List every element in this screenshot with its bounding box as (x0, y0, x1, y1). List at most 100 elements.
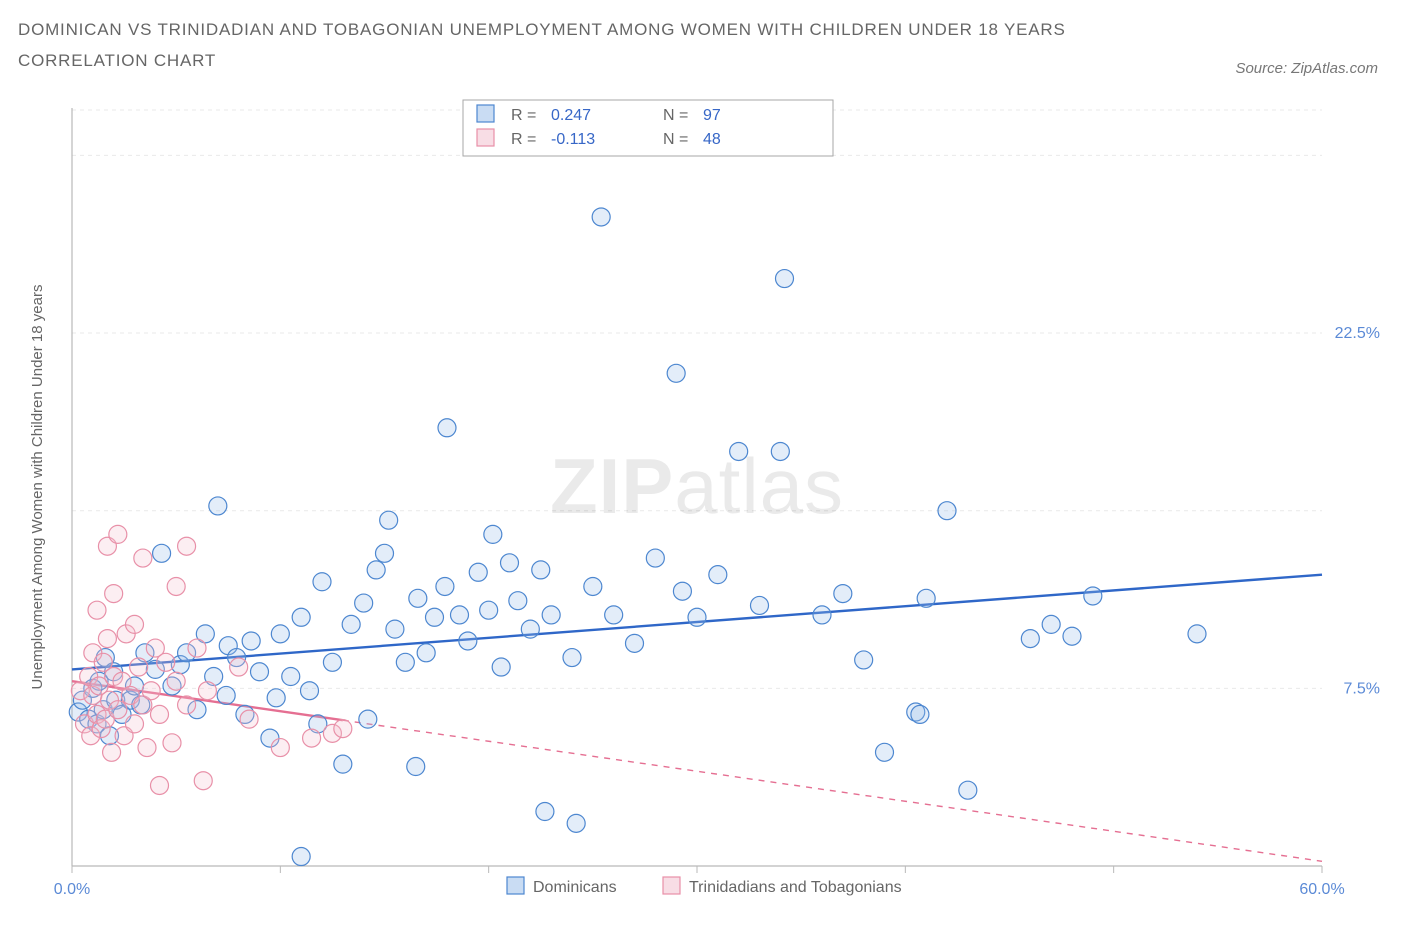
legend-label-dominicans: Dominicans (533, 879, 617, 896)
data-point (417, 644, 435, 662)
data-point (242, 632, 260, 650)
data-point (342, 615, 360, 633)
data-point (380, 511, 398, 529)
data-point (334, 755, 352, 773)
data-point (359, 710, 377, 728)
data-point (709, 566, 727, 584)
data-point (301, 682, 319, 700)
scatter-chart: 0.0%60.0%7.5%22.5%Unemployment Among Wom… (18, 98, 1388, 908)
data-point (198, 682, 216, 700)
n-label: N = (663, 131, 688, 148)
y-axis-label: Unemployment Among Women with Children U… (29, 285, 46, 690)
data-point (130, 658, 148, 676)
title-block: DOMINICAN VS TRINIDADIAN AND TOBAGONIAN … (0, 0, 1406, 73)
data-point (484, 525, 502, 543)
data-point (376, 544, 394, 562)
data-point (959, 781, 977, 799)
n-label: N = (663, 107, 688, 124)
data-point (188, 639, 206, 657)
n-value-dominicans: 97 (703, 107, 721, 124)
r-value-dominicans: 0.247 (551, 107, 591, 124)
r-label: R = (511, 131, 536, 148)
data-point (605, 606, 623, 624)
data-point (109, 525, 127, 543)
data-point (436, 577, 454, 595)
data-point (1021, 630, 1039, 648)
data-point (157, 653, 175, 671)
data-point (109, 701, 127, 719)
bottom-swatch-dominicans (507, 877, 524, 894)
data-point (563, 649, 581, 667)
data-point (194, 772, 212, 790)
r-value-trinidadians: -0.113 (551, 131, 595, 148)
data-point (230, 658, 248, 676)
y-tick-label: 7.5% (1344, 680, 1380, 697)
data-point (240, 710, 258, 728)
data-point (855, 651, 873, 669)
data-point (426, 608, 444, 626)
data-point (688, 608, 706, 626)
data-point (1042, 615, 1060, 633)
data-point (292, 848, 310, 866)
data-point (584, 577, 602, 595)
data-point (151, 776, 169, 794)
data-point (151, 705, 169, 723)
data-point (938, 502, 956, 520)
data-point (492, 658, 510, 676)
data-point (451, 606, 469, 624)
data-point (334, 720, 352, 738)
data-point (917, 589, 935, 607)
data-point (98, 630, 116, 648)
data-point (313, 573, 331, 591)
data-point (834, 585, 852, 603)
data-point (813, 606, 831, 624)
data-point (459, 632, 477, 650)
data-point (751, 596, 769, 614)
data-point (771, 442, 789, 460)
data-point (911, 705, 929, 723)
data-point (626, 634, 644, 652)
page-title-line-1: DOMINICAN VS TRINIDADIAN AND TOBAGONIAN … (18, 18, 1406, 43)
source-credit: Source: ZipAtlas.com (1235, 60, 1378, 77)
data-point (1063, 627, 1081, 645)
data-point (409, 589, 427, 607)
data-point (592, 208, 610, 226)
data-point (178, 537, 196, 555)
data-point (469, 563, 487, 581)
watermark: ZIPatlas (550, 442, 844, 530)
data-point (667, 364, 685, 382)
data-point (407, 758, 425, 776)
data-point (646, 549, 664, 567)
data-point (167, 672, 185, 690)
data-point (105, 585, 123, 603)
data-point (323, 653, 341, 671)
data-point (134, 549, 152, 567)
n-value-trinidadians: 48 (703, 131, 721, 148)
swatch-dominicans (477, 105, 494, 122)
legend-label-trinidadians: Trinidadians and Tobagonians (689, 879, 902, 896)
data-point (480, 601, 498, 619)
bottom-swatch-trinidadians (663, 877, 680, 894)
data-point (396, 653, 414, 671)
data-point (438, 419, 456, 437)
data-point (367, 561, 385, 579)
data-point (167, 577, 185, 595)
data-point (178, 696, 196, 714)
series-dominicans (69, 208, 1206, 866)
data-point (673, 582, 691, 600)
data-point (271, 625, 289, 643)
data-point (501, 554, 519, 572)
data-point (532, 561, 550, 579)
data-point (282, 668, 300, 686)
data-point (271, 739, 289, 757)
data-point (1084, 587, 1102, 605)
page-title-line-2: CORRELATION CHART (18, 49, 1406, 74)
r-label: R = (511, 107, 536, 124)
data-point (251, 663, 269, 681)
data-point (126, 715, 144, 733)
swatch-trinidadians (477, 129, 494, 146)
data-point (209, 497, 227, 515)
data-point (1188, 625, 1206, 643)
data-point (292, 608, 310, 626)
data-point (303, 729, 321, 747)
